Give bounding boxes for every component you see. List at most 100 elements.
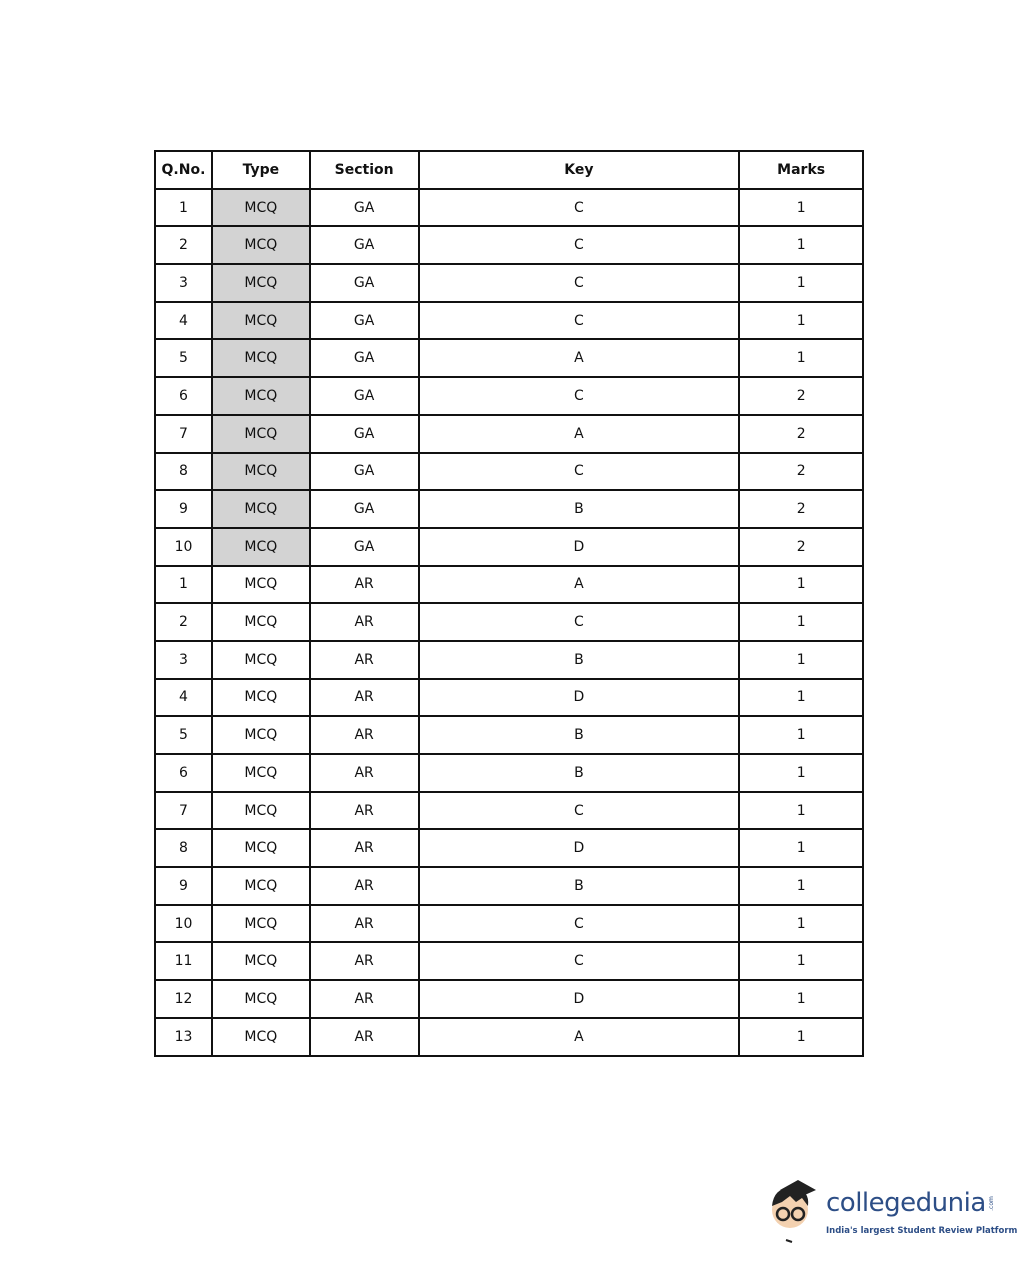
mark	[785, 1239, 793, 1243]
table-cell: C	[417, 263, 741, 303]
table-cell: 6	[154, 376, 213, 416]
glasses	[775, 1206, 791, 1222]
table-cell: C	[417, 225, 741, 266]
table-row: 6 MCQ AR B 1	[154, 753, 864, 793]
table-cell: B	[417, 866, 741, 906]
table-cell: 1	[154, 187, 213, 228]
table-cell: MCQ	[210, 866, 311, 906]
table-cell: A	[417, 1016, 741, 1057]
table-row: 13 MCQ AR A 1	[154, 1016, 864, 1057]
table-cell: 1	[738, 300, 864, 341]
table-cell: 12	[154, 979, 213, 1019]
table-cell: MCQ	[210, 1016, 311, 1057]
table-cell: GA	[308, 526, 420, 567]
table-cell: C	[417, 602, 741, 642]
table-row: 1 MCQ AR A 1	[154, 564, 864, 605]
table-cell: 2	[738, 376, 864, 416]
table-cell: 7	[154, 790, 213, 831]
table-cell: 2	[738, 489, 864, 529]
table-cell: MCQ	[210, 263, 311, 303]
table-cell: GA	[308, 300, 420, 341]
table-cell: MCQ	[210, 979, 311, 1019]
table-cell: C	[417, 187, 741, 228]
table-cell: 2	[154, 602, 213, 642]
table-cell: MCQ	[210, 451, 311, 492]
table-row: 3 MCQ GA C 1	[154, 263, 864, 303]
answer-key-table: Q.No. Type Section Key Marks 1 MCQ GA C 1 2 MCQ GA C…	[154, 150, 864, 1057]
table-cell: C	[417, 376, 741, 416]
table-cell: 2	[738, 413, 864, 454]
table-cell: MCQ	[210, 376, 311, 416]
table-cell: 4	[154, 300, 213, 341]
table-row: 8 MCQ GA C 2	[154, 451, 864, 492]
table-cell: A	[417, 564, 741, 605]
table-cell: 8	[154, 828, 213, 869]
table-cell: D	[417, 677, 741, 718]
table-cell: AR	[308, 1016, 420, 1057]
table-cell: AR	[308, 715, 420, 755]
table-cell: 9	[154, 489, 213, 529]
table-cell: 1	[738, 225, 864, 266]
table-body: 1 MCQ GA C 1 2 MCQ GA C 1 3 MCQ GA C 1 4 MCQ GA C 1 5 MCQ GA A 1…	[154, 187, 864, 1057]
table-cell: MCQ	[210, 602, 311, 642]
table-cell: 1	[154, 564, 213, 605]
header-cell: Q.No.	[154, 150, 213, 190]
table-row: 10 MCQ GA D 2	[154, 526, 864, 567]
logo-name: collegedunia	[826, 1188, 986, 1218]
table-row: 1 MCQ GA C 1	[154, 187, 864, 228]
table-cell: 10	[154, 526, 213, 567]
table-cell: C	[417, 903, 741, 944]
table-cell: 1	[738, 941, 864, 982]
table-cell: A	[417, 338, 741, 379]
logo-icon	[772, 1180, 816, 1243]
table-row: 4 MCQ AR D 1	[154, 677, 864, 718]
table-cell: MCQ	[210, 526, 311, 567]
table-row: 10 MCQ AR C 1	[154, 903, 864, 944]
table-row: 12 MCQ AR D 1	[154, 979, 864, 1019]
logo: collegedunia .com India's largest Studen…	[766, 1176, 1017, 1246]
table-row: 7 MCQ AR C 1	[154, 790, 864, 831]
table-cell: GA	[308, 451, 420, 492]
table-cell: AR	[308, 790, 420, 831]
table-cell: MCQ	[210, 338, 311, 379]
table-cell: 1	[738, 263, 864, 303]
cap	[780, 1180, 816, 1198]
table-cell: AR	[308, 828, 420, 869]
table-cell: MCQ	[210, 677, 311, 718]
table-row: 4 MCQ GA C 1	[154, 300, 864, 341]
table-cell: 2	[154, 225, 213, 266]
table-cell: 1	[738, 1016, 864, 1057]
table-cell: MCQ	[210, 564, 311, 605]
table-cell: GA	[308, 413, 420, 454]
table-row: 3 MCQ AR B 1	[154, 639, 864, 680]
header-cell: Section	[308, 150, 420, 190]
table-cell: AR	[308, 866, 420, 906]
table-cell: D	[417, 526, 741, 567]
table-cell: 1	[738, 338, 864, 379]
table-cell: 6	[154, 753, 213, 793]
table-cell: AR	[308, 941, 420, 982]
table-cell: MCQ	[210, 828, 311, 869]
table-cell: MCQ	[210, 790, 311, 831]
table-cell: 1	[738, 715, 864, 755]
table-cell: 2	[738, 451, 864, 492]
table-cell: MCQ	[210, 715, 311, 755]
table-cell: MCQ	[210, 300, 311, 341]
table-cell: 13	[154, 1016, 213, 1057]
table-cell: C	[417, 300, 741, 341]
table-cell: GA	[308, 263, 420, 303]
table-cell: 3	[154, 639, 213, 680]
table-row: 8 MCQ AR D 1	[154, 828, 864, 869]
table-cell: 5	[154, 715, 213, 755]
header-cell: Type	[210, 150, 311, 190]
header-row: Q.No. Type Section Key Marks	[154, 150, 864, 190]
table-cell: 1	[738, 187, 864, 228]
table-cell: 1	[738, 790, 864, 831]
table-cell: MCQ	[210, 941, 311, 982]
logo-suffix: .com	[987, 1196, 995, 1211]
table-cell: MCQ	[210, 225, 311, 266]
table-cell: MCQ	[210, 753, 311, 793]
table-cell: AR	[308, 677, 420, 718]
table-cell: MCQ	[210, 187, 311, 228]
